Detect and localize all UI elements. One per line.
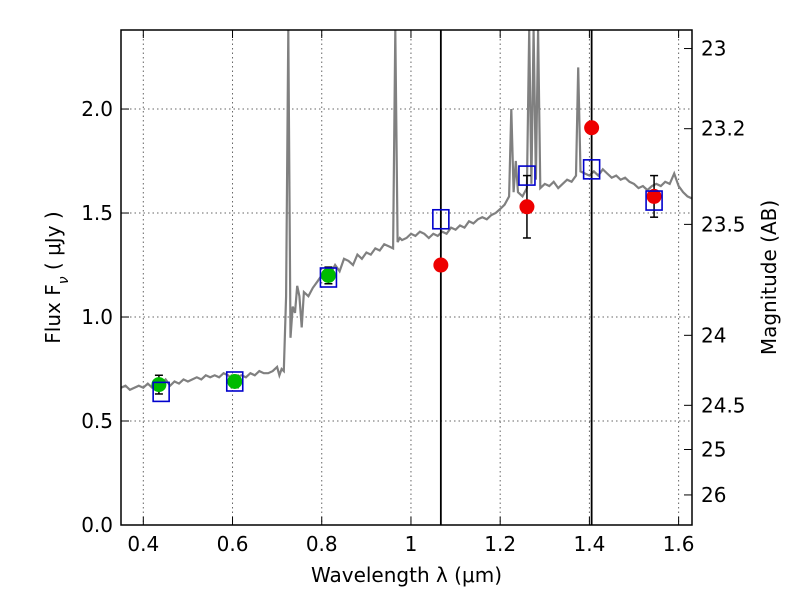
filled-circle-marker bbox=[646, 188, 662, 204]
x-tick-label: 0.4 bbox=[127, 532, 159, 556]
y-tick-label: 0.5 bbox=[81, 409, 113, 433]
y-axis-title-sub: ν bbox=[56, 276, 72, 284]
open-square-marker bbox=[225, 371, 244, 392]
filled-circle-marker bbox=[151, 377, 167, 393]
x-tick-label: 1 bbox=[405, 532, 418, 556]
photometry-points bbox=[151, 120, 663, 403]
y2-tick-label: 23.5 bbox=[701, 212, 746, 236]
y2-tick-label: 26 bbox=[701, 483, 726, 507]
filled-circle-marker bbox=[584, 120, 600, 136]
y-tick-label: 1.0 bbox=[81, 305, 113, 329]
open-square-marker bbox=[518, 165, 536, 186]
filled-circle-marker bbox=[227, 373, 243, 389]
y2-tick-label: 25 bbox=[701, 437, 726, 461]
x-tick-label: 0.8 bbox=[306, 532, 338, 556]
x-tick-label: 1.6 bbox=[663, 532, 695, 556]
y-tick-label: 1.5 bbox=[81, 201, 113, 225]
y2-tick-label: 24 bbox=[701, 323, 726, 347]
open-square-marker bbox=[152, 381, 170, 403]
spectrum bbox=[121, 30, 692, 392]
open-square-marker bbox=[582, 159, 601, 180]
axis-ticks: 0.4 0.6 0.8 1 1.2 1.4 1.6 0.0 0.5 1.0 1.5 2.0 23 23.2… bbox=[81, 30, 746, 556]
y2-axis-title: Magnitude (AB) bbox=[757, 200, 781, 355]
y-tick-label: 2.0 bbox=[81, 97, 113, 121]
open-square-marker bbox=[645, 190, 663, 211]
y2-tick-label: 24.5 bbox=[701, 393, 746, 417]
x-axis-title: Wavelength λ (μm) bbox=[311, 563, 502, 587]
y-axis-title: Flux Fν ( μJy ) bbox=[41, 211, 72, 343]
x-tick-label: 1.4 bbox=[573, 532, 605, 556]
x-tick-label: 1.2 bbox=[484, 532, 516, 556]
vertical-markers bbox=[439, 30, 593, 525]
y2-tick-label: 23 bbox=[701, 37, 726, 61]
filled-circle-marker bbox=[519, 199, 535, 215]
y-tick-label: 0.0 bbox=[81, 513, 113, 537]
x-tick-label: 0.6 bbox=[217, 532, 249, 556]
y-axis-title-unit: ( μJy ) bbox=[41, 211, 65, 276]
y-axis-title-main: Flux F bbox=[41, 284, 65, 343]
y2-tick-label: 23.2 bbox=[701, 117, 746, 141]
open-square-marker bbox=[432, 208, 450, 230]
open-square-marker bbox=[319, 267, 338, 288]
grid-lines bbox=[121, 30, 692, 526]
spectrum-line bbox=[121, 30, 692, 392]
plot-frame bbox=[120, 29, 693, 526]
filled-circle-marker bbox=[433, 257, 449, 273]
filled-circle-marker bbox=[320, 267, 336, 283]
